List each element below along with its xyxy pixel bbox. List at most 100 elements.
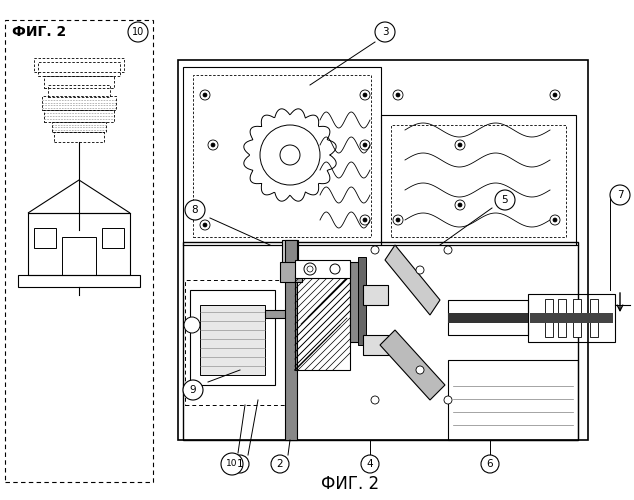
Circle shape (361, 455, 379, 473)
Bar (363, 285, 388, 305)
Bar (52, 122, 106, 132)
Text: 2: 2 (276, 459, 283, 469)
Bar (573, 299, 581, 337)
Polygon shape (380, 330, 445, 400)
Text: 1: 1 (236, 459, 243, 469)
Bar (193, 75, 371, 237)
Circle shape (455, 200, 465, 210)
Circle shape (280, 145, 300, 165)
Bar (545, 299, 553, 337)
Text: 6: 6 (487, 459, 493, 469)
Circle shape (330, 264, 340, 274)
Circle shape (393, 90, 403, 100)
Bar (558, 299, 566, 337)
Circle shape (208, 140, 218, 150)
Circle shape (231, 455, 249, 473)
Bar (350, 262, 362, 342)
Bar (38, 62, 120, 76)
Circle shape (360, 90, 370, 100)
Circle shape (183, 380, 203, 400)
Bar (358, 257, 366, 345)
Text: ФИГ. 2: ФИГ. 2 (12, 25, 66, 39)
Circle shape (363, 143, 367, 147)
Circle shape (481, 455, 499, 473)
Bar (5, 20, 153, 482)
Circle shape (416, 366, 424, 374)
Circle shape (363, 218, 367, 222)
Circle shape (203, 223, 207, 227)
Circle shape (550, 215, 560, 225)
Circle shape (458, 143, 462, 147)
Bar (44, 110, 114, 122)
Bar (282, 240, 298, 280)
Circle shape (128, 22, 148, 42)
Circle shape (200, 90, 210, 100)
Bar (530, 313, 613, 323)
Bar (102, 228, 124, 248)
Bar (448, 300, 528, 335)
Bar (590, 299, 598, 337)
Circle shape (307, 266, 313, 272)
Bar (178, 60, 588, 440)
Circle shape (455, 140, 465, 150)
Text: 10: 10 (226, 460, 238, 468)
Circle shape (304, 263, 316, 275)
Bar (265, 310, 290, 318)
Bar (528, 294, 615, 342)
Circle shape (553, 218, 557, 222)
Circle shape (393, 215, 403, 225)
Bar (54, 132, 104, 142)
Circle shape (444, 396, 452, 404)
Circle shape (396, 93, 400, 97)
Circle shape (203, 93, 207, 97)
Circle shape (200, 220, 210, 230)
Text: 3: 3 (382, 27, 388, 37)
Bar (285, 240, 297, 440)
Circle shape (360, 215, 370, 225)
Bar (185, 280, 285, 405)
Circle shape (271, 455, 289, 473)
Bar (183, 242, 578, 440)
Bar (183, 67, 381, 245)
Bar (18, 275, 140, 287)
Bar (34, 58, 124, 72)
Bar (62, 237, 96, 275)
Text: 7: 7 (617, 190, 623, 200)
Circle shape (371, 246, 379, 254)
Circle shape (363, 93, 367, 97)
Circle shape (495, 190, 515, 210)
Circle shape (553, 93, 557, 97)
Circle shape (185, 200, 205, 220)
Bar (34, 228, 56, 248)
Bar (448, 313, 528, 323)
Circle shape (371, 396, 379, 404)
Bar (44, 76, 114, 88)
Circle shape (550, 90, 560, 100)
Circle shape (375, 22, 395, 42)
Text: 9: 9 (190, 385, 197, 395)
Bar (42, 96, 116, 110)
Bar (363, 335, 388, 355)
Circle shape (184, 317, 200, 333)
Bar (381, 115, 576, 245)
Bar (391, 125, 566, 237)
Bar (295, 275, 350, 370)
Circle shape (444, 246, 452, 254)
Text: 10: 10 (132, 27, 144, 37)
Bar (48, 85, 110, 97)
Circle shape (211, 143, 215, 147)
Circle shape (458, 203, 462, 207)
Circle shape (260, 125, 320, 185)
Polygon shape (385, 245, 440, 315)
Text: 4: 4 (366, 459, 373, 469)
Bar (280, 262, 302, 282)
Bar (295, 260, 350, 278)
Bar (28, 213, 130, 275)
Bar (448, 360, 578, 440)
Circle shape (396, 218, 400, 222)
Circle shape (360, 140, 370, 150)
Text: 5: 5 (501, 195, 508, 205)
Bar (200, 305, 265, 375)
Bar (190, 290, 275, 385)
Circle shape (610, 185, 630, 205)
